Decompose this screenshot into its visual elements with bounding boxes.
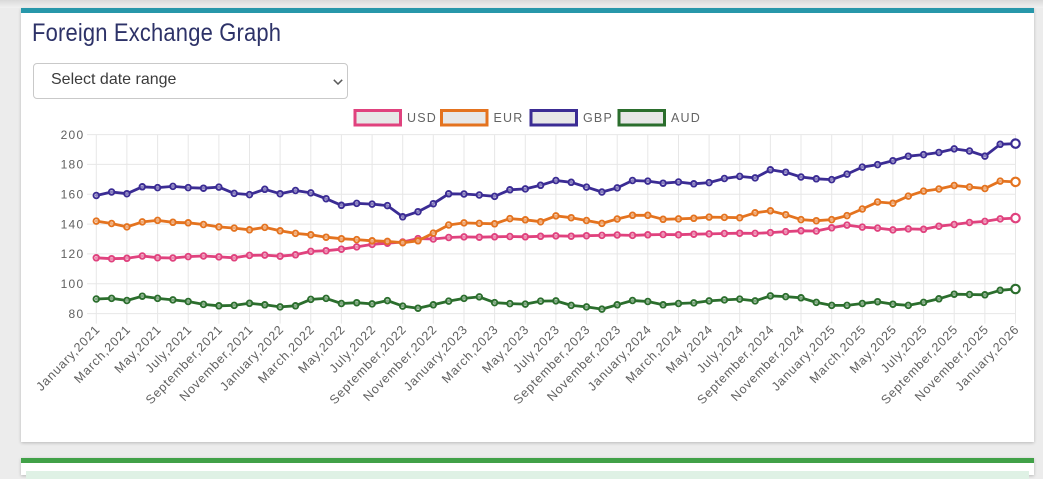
svg-text:140: 140 <box>61 217 85 231</box>
svg-text:200: 200 <box>61 128 85 142</box>
svg-text:100: 100 <box>61 277 85 291</box>
svg-text:EUR: EUR <box>494 111 524 125</box>
svg-text:USD: USD <box>407 111 437 125</box>
svg-text:AUD: AUD <box>671 111 701 125</box>
svg-text:80: 80 <box>69 307 85 321</box>
svg-text:180: 180 <box>61 158 85 172</box>
svg-text:160: 160 <box>61 188 85 202</box>
svg-text:120: 120 <box>61 247 85 261</box>
svg-text:GBP: GBP <box>583 111 613 125</box>
